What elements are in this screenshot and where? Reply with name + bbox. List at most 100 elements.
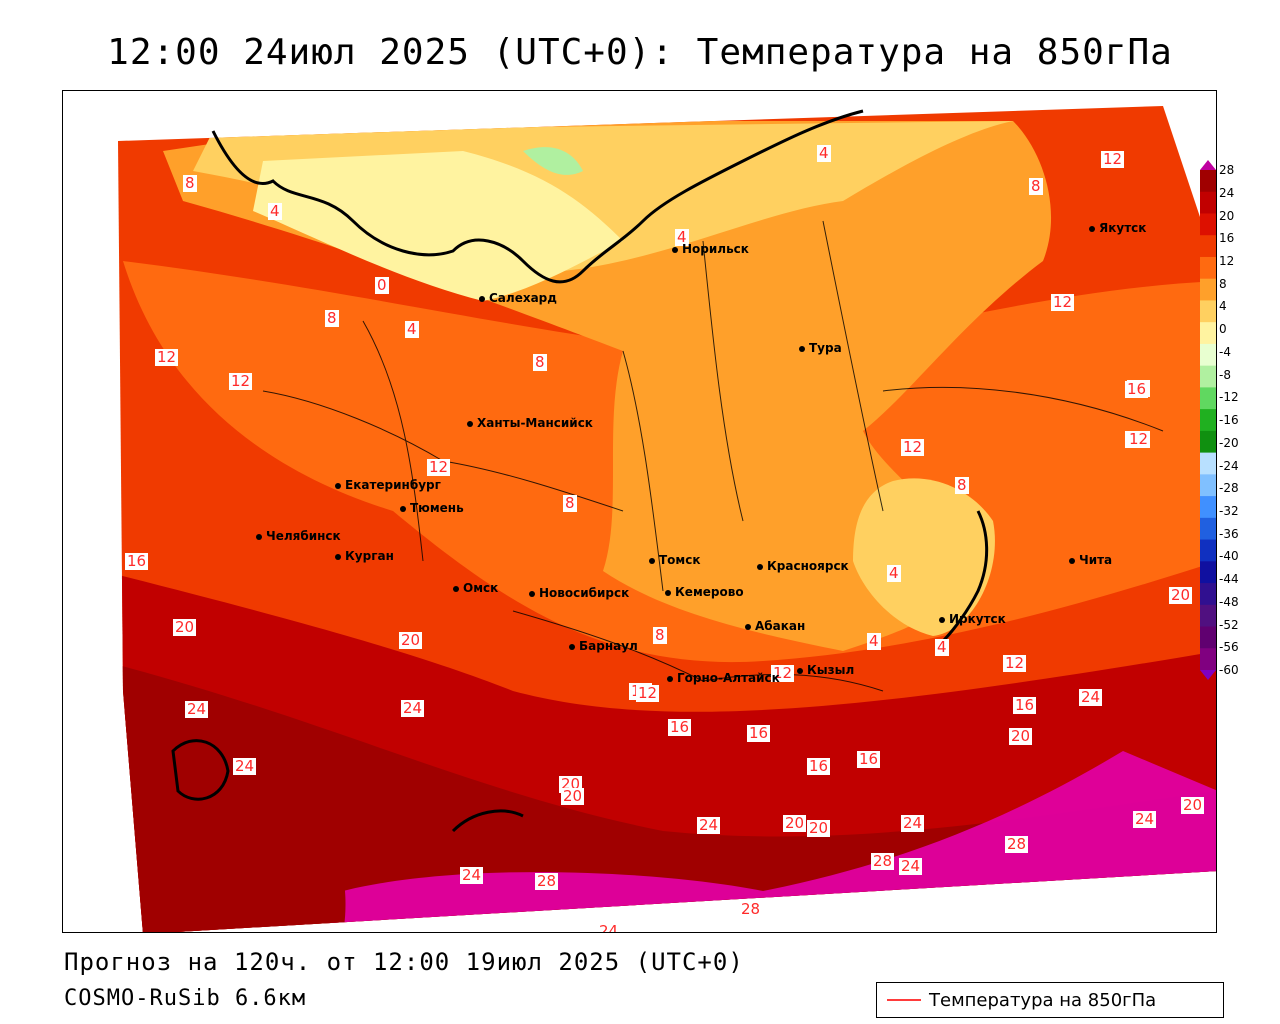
colorbar-swatch [1200, 300, 1216, 323]
field-0-4 [253, 151, 623, 301]
isoline-label: 20 [561, 787, 585, 805]
colorbar-label: -20 [1219, 435, 1239, 450]
city-dot-icon [939, 616, 945, 623]
isoline-label: 12 [771, 664, 795, 682]
colorbar-label: 28 [1219, 163, 1235, 177]
city-dot-icon [1089, 225, 1095, 232]
city-kemerovo: Кемерово [665, 585, 744, 599]
colorbar-label: -48 [1219, 594, 1239, 609]
colorbar-label: 4 [1219, 299, 1227, 314]
isoline-label: 12 [229, 372, 253, 390]
colorbar-max-arrow-icon [1200, 160, 1216, 170]
colorbar-label: 16 [1219, 231, 1235, 246]
colorbar-label: 8 [1219, 276, 1227, 291]
isoline-label: 24 [233, 757, 257, 775]
isoline-label: 16 [807, 757, 831, 775]
isoline-label: 12 [1051, 293, 1075, 311]
city-kyzyl: Кызыл [797, 663, 854, 677]
city-abakan: Абакан [745, 619, 805, 633]
city-dot-icon [649, 557, 655, 564]
isoline-label: 4 [675, 228, 689, 246]
forecast-map: 8 4 0 8 4 12 12 12 8 8 4 4 8 12 12 16 16… [62, 90, 1217, 933]
lake-balkhash [451, 809, 524, 833]
colorbar-label: -28 [1219, 481, 1239, 496]
legend-label: Температура на 850гПа [929, 989, 1157, 1011]
isoline-label: 24 [1079, 688, 1103, 706]
city-dot-icon [467, 420, 473, 427]
city-dot-icon [256, 533, 262, 540]
city-dot-icon [529, 590, 535, 597]
city-dot-icon [757, 563, 763, 570]
isoline-label: 4 [887, 564, 901, 582]
colorbar-swatch [1200, 387, 1216, 410]
city-yakutsk: Якутск [1089, 221, 1146, 235]
colorbar-swatch [1200, 474, 1216, 497]
isoline-label: 24 [185, 700, 209, 718]
city-dot-icon [335, 553, 341, 560]
colorbar-label: -24 [1219, 458, 1239, 473]
colorbar-label: -60 [1219, 663, 1239, 677]
isoline-label: 28 [871, 852, 895, 870]
city-dot-icon [400, 505, 406, 512]
isoline-label: 20 [399, 631, 423, 649]
colorbar-swatch [1200, 583, 1216, 606]
colorbar-label: -32 [1219, 503, 1239, 518]
forecast-info: Прогноз на 120ч. от 12:00 19июл 2025 (UT… [64, 948, 744, 976]
city-norilsk: Норильск [672, 242, 749, 256]
colorbar-swatch [1200, 430, 1216, 454]
isoline-label: 8 [1029, 177, 1043, 195]
colorbar-swatch [1200, 604, 1216, 628]
city-salekhard: Салехард [479, 291, 557, 305]
isoline-label: 24 [697, 816, 721, 834]
isoline-label: 16 [1013, 696, 1037, 714]
isoline-label: 16 [668, 718, 692, 736]
city-barnaul: Барнаул [569, 639, 638, 653]
colorbar-label: 12 [1219, 253, 1235, 268]
isoline-label: 4 [268, 202, 282, 220]
isoline-label: 24 [901, 814, 925, 832]
city-khanty-mansiysk: Ханты-Мансийск [467, 416, 593, 430]
colorbar-swatch [1200, 496, 1216, 519]
isoline-label: 8 [955, 476, 969, 494]
colorbar-label: -4 [1219, 344, 1231, 359]
isoline-label: 8 [183, 174, 197, 192]
isoline-label: 8 [563, 494, 577, 512]
isoline-label: 28 [739, 900, 763, 918]
colorbar-swatch [1200, 561, 1216, 584]
isoline-label: 16 [125, 552, 149, 570]
isoline-label: 8 [325, 309, 339, 327]
isoline-label: 12 [1101, 150, 1125, 168]
city-dot-icon [672, 246, 678, 253]
isoline-label: 20 [807, 819, 831, 837]
city-chelyabinsk: Челябинск [256, 529, 341, 543]
colorbar-swatch [1200, 539, 1216, 562]
isoline-label: 12 [1003, 654, 1027, 672]
isoline-label: 12 [155, 348, 179, 366]
city-irkutsk: Иркутск [939, 612, 1006, 626]
lake-baikal [941, 510, 989, 643]
isoline-label: 16 [747, 724, 771, 742]
colorbar-swatch [1200, 191, 1216, 214]
isoline-label: 28 [535, 872, 559, 890]
isoline-label: 24 [460, 866, 484, 884]
map-title: 12:00 24июл 2025 (UTC+0): Температура на… [107, 32, 1173, 73]
city-gorno-altaysk: Горно-Алтайск [667, 671, 780, 685]
city-dot-icon [799, 345, 805, 352]
colorbar-swatch [1200, 626, 1216, 649]
isoline-label: 16 [857, 750, 881, 768]
model-info: COSMO-RuSib 6.6км [64, 986, 307, 1011]
isoline-label: 12 [1127, 430, 1151, 448]
map-legend: Температура на 850гПа [876, 982, 1224, 1018]
city-krasnoyarsk: Красноярск [757, 559, 849, 573]
isoline-label: 12 [901, 438, 925, 456]
colorbar-label: -52 [1219, 617, 1239, 632]
isoline-label: 28 [1005, 835, 1029, 853]
colorbar-label: -56 [1219, 640, 1239, 655]
city-dot-icon [665, 589, 671, 596]
colorbar-swatch [1200, 648, 1216, 671]
isoline-label: 24 [597, 923, 621, 932]
aral-sea [171, 739, 230, 801]
city-dot-icon [745, 623, 751, 630]
city-dot-icon [1069, 557, 1075, 564]
colorbar-swatch [1200, 365, 1216, 388]
